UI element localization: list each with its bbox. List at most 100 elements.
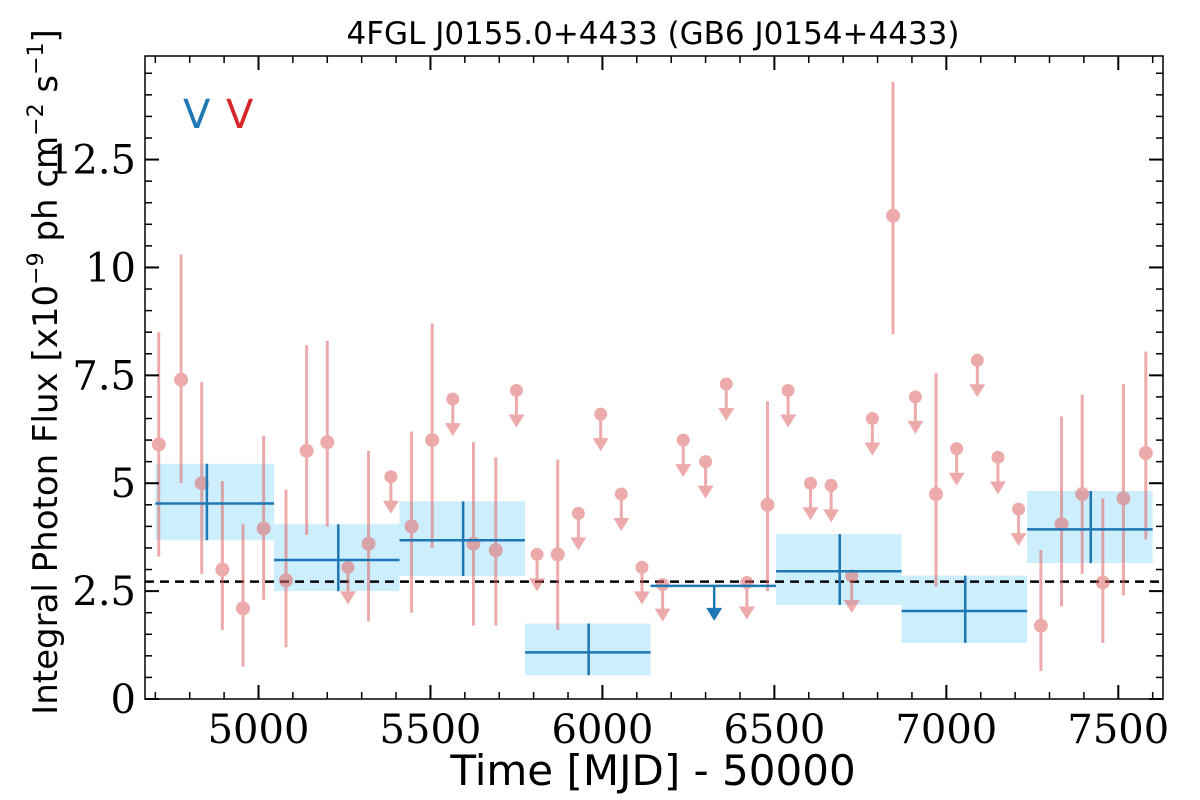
short-bin-point xyxy=(550,459,565,630)
short-bin-point xyxy=(907,390,924,434)
short-bin-marker xyxy=(886,208,901,223)
upper-limit-arrow xyxy=(339,591,356,605)
short-bin-point xyxy=(864,411,881,456)
long-bin-point xyxy=(273,524,400,592)
x-tick-label: 7500 xyxy=(1067,707,1169,753)
short-bin-marker xyxy=(1075,487,1090,502)
short-bin-point xyxy=(654,578,671,622)
short-bin-marker xyxy=(361,536,376,551)
upper-limit-arrow xyxy=(529,578,546,592)
short-bin-marker xyxy=(991,450,1005,464)
x-tick-label: 6000 xyxy=(552,707,654,753)
upper-limit-arrow xyxy=(843,600,860,614)
short-bin-marker xyxy=(341,560,355,574)
short-bin-point xyxy=(320,340,335,527)
short-bin-point xyxy=(948,442,965,486)
short-bin-marker xyxy=(594,407,608,421)
short-bin-marker xyxy=(635,560,649,574)
short-bin-point xyxy=(823,478,840,523)
short-bin-marker xyxy=(509,383,523,397)
short-bin-point xyxy=(488,457,503,626)
x-tick-label: 5000 xyxy=(208,707,310,753)
short-bin-marker xyxy=(279,573,294,588)
short-bin-point xyxy=(1138,351,1153,540)
short-bin-marker xyxy=(571,506,585,520)
short-bin-point xyxy=(969,353,986,398)
x-axis-label: Time [MJD] - 50000 xyxy=(449,746,855,795)
short-bin-marker xyxy=(1012,502,1026,516)
short-bin-point xyxy=(279,489,294,648)
short-bin-point xyxy=(215,481,230,630)
short-bin-marker xyxy=(929,487,944,502)
short-bin-point xyxy=(236,524,251,667)
upper-limit-arrow xyxy=(738,606,755,620)
short-bin-point xyxy=(738,575,755,620)
short-bin-marker xyxy=(488,543,503,558)
short-bin-marker xyxy=(384,470,398,484)
short-bin-marker xyxy=(950,442,964,456)
chart-title: 4FGL J0155.0+4433 (GB6 J0154+4433) xyxy=(347,16,960,52)
upper-limit-arrow xyxy=(613,518,630,532)
short-bin-marker xyxy=(699,455,713,469)
short-bin-point xyxy=(675,433,692,478)
upper-limit-arrow xyxy=(633,591,650,605)
short-bin-marker xyxy=(824,478,838,492)
short-bin-point xyxy=(299,345,314,536)
short-bin-point xyxy=(570,506,587,551)
plot-area xyxy=(145,81,1163,676)
x-tick-label: 7000 xyxy=(895,707,997,753)
long-bin-point xyxy=(399,501,526,577)
short-bin-point xyxy=(174,254,189,484)
short-bin-point xyxy=(404,431,419,613)
short-bin-marker xyxy=(215,562,230,577)
short-bin-point xyxy=(339,560,356,605)
short-bin-marker xyxy=(1095,575,1110,590)
short-bin-marker xyxy=(151,437,166,452)
short-bin-marker xyxy=(781,383,795,397)
short-bin-point xyxy=(1033,550,1048,671)
short-bin-point xyxy=(508,383,525,428)
short-bin-marker xyxy=(256,521,271,536)
short-bin-point xyxy=(1010,502,1027,547)
short-bin-marker xyxy=(845,569,859,583)
long-bin-point xyxy=(776,534,902,605)
short-bin-marker xyxy=(194,476,209,491)
short-bin-marker xyxy=(865,411,879,425)
upper-limit-arrow xyxy=(969,384,986,398)
legend: V V xyxy=(183,92,254,138)
y-tick-label: 10 xyxy=(85,245,136,291)
short-bin-marker xyxy=(425,433,440,448)
short-bin-marker xyxy=(1033,618,1048,633)
y-tick-label: 12.5 xyxy=(47,138,136,184)
short-bin-point xyxy=(780,383,797,428)
short-bin-point xyxy=(929,373,944,587)
short-bin-point xyxy=(802,476,819,521)
short-bin-marker xyxy=(656,578,670,592)
short-bin-point xyxy=(592,407,609,452)
long-bin-point xyxy=(901,575,1028,643)
short-bin-point xyxy=(718,377,735,421)
short-bin-point xyxy=(529,547,546,592)
upper-limit-arrow xyxy=(675,464,692,478)
upper-limit-arrow xyxy=(823,509,840,523)
long-bin-point xyxy=(525,623,651,676)
plot-frame xyxy=(144,55,1164,700)
short-bin-marker xyxy=(320,435,335,450)
short-bin-point xyxy=(151,332,166,557)
short-bin-marker xyxy=(236,601,251,616)
short-bin-point xyxy=(1075,394,1090,574)
short-bin-marker xyxy=(1116,491,1131,506)
short-bin-point xyxy=(1095,498,1110,643)
short-bin-marker xyxy=(550,547,565,562)
y-tick-label: 5 xyxy=(111,461,136,507)
short-bin-marker xyxy=(970,353,984,367)
long-bin-band xyxy=(155,463,274,541)
short-bin-marker xyxy=(908,390,922,404)
x-tick-label: 6500 xyxy=(723,707,825,753)
upper-limit-arrow xyxy=(706,607,723,621)
short-bin-point xyxy=(361,450,376,622)
y-axis-label: Integral Photon Flux [x10−9 ph cm−2 s−1] xyxy=(24,29,66,715)
short-bin-marker xyxy=(760,497,775,512)
short-bin-point xyxy=(843,569,860,614)
short-bin-marker xyxy=(676,433,690,447)
